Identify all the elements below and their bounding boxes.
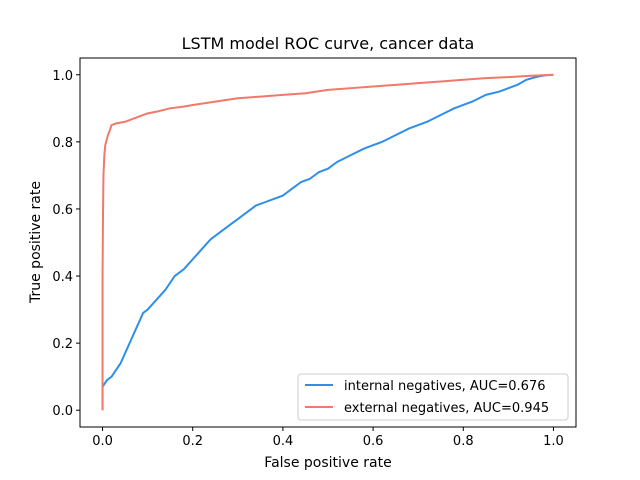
y-tick-label: 0.6 [52,203,73,218]
legend-box [297,373,569,421]
chart-title: LSTM model ROC curve, cancer data [182,34,475,53]
legend-label-internal: internal negatives, AUC=0.676 [344,379,546,394]
y-tick-label: 1.0 [52,69,73,84]
x-tick-label: 0.0 [92,434,113,449]
x-tick-label: 0.8 [453,434,474,449]
series-line-external-negatives [101,73,554,411]
x-tick-label: 0.6 [363,434,384,449]
series-layer [101,73,554,411]
y-axis-label: True positive rate [28,181,44,304]
x-tick-label: 1.0 [543,434,564,449]
x-axis-label: False positive rate [264,455,391,471]
tick-layer: 0.0 0.2 0.4 0.6 0.8 1.0 0.0 0.2 0.4 0.6 0.8 1.0 [52,69,563,449]
series-line-internal-negatives [101,73,554,411]
plot-frame [79,57,577,428]
y-tick-label: 0.8 [52,136,73,151]
legend-label-external: external negatives, AUC=0.945 [344,401,549,416]
x-tick-label: 0.2 [182,434,203,449]
legend: internal negatives, AUC=0.676 external n… [297,373,569,421]
y-tick-label: 0.2 [52,337,73,352]
y-tick-label: 0.4 [52,270,73,285]
y-tick-label: 0.0 [52,404,73,419]
x-tick-label: 0.4 [273,434,294,449]
